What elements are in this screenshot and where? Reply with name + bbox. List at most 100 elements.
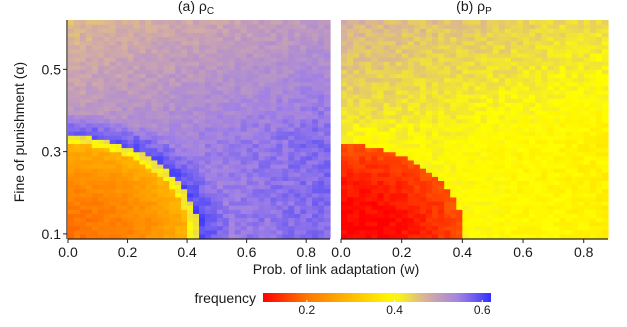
heatmap-cell [407,20,415,25]
heatmap-cell [589,28,597,33]
heatmap-cell [595,221,603,227]
heatmap-cell [462,159,470,165]
heatmap-cell [504,143,512,149]
heatmap-cell [187,20,194,25]
heatmap-cell [228,200,236,206]
heatmap-cell [258,36,266,42]
heatmap-cell [577,139,585,144]
heatmap-cell [204,196,212,202]
heatmap-cell [601,48,609,54]
heatmap-cell [300,196,307,202]
heatmap-cell [300,143,307,149]
heatmap-cell [510,139,518,144]
heatmap-cell [127,36,135,42]
heatmap-cell [523,217,530,223]
heatmap-cell [389,52,397,58]
heatmap-cell [234,221,242,227]
heatmap-cell [583,24,591,29]
heatmap-cell [139,139,146,144]
heatmap-cell [462,172,470,177]
heatmap-cell [294,57,301,62]
heatmap-cell [324,52,331,58]
heatmap-cell [300,225,307,231]
heatmap-cell [145,192,152,198]
heatmap-cell [210,159,218,165]
heatmap-cell [401,180,409,186]
heatmap-cell [456,163,463,169]
heatmap-cell [97,24,105,29]
heatmap-cell [462,24,470,29]
heatmap-cell [234,85,242,91]
heatmap-cell [193,159,200,165]
heatmap-cell [450,147,457,153]
heatmap-cell [204,184,212,190]
heatmap-cell [91,159,99,165]
heatmap-cell [103,225,111,231]
heatmap-cell [347,221,354,227]
heatmap-cell [199,233,206,239]
heatmap-cell [139,221,146,227]
heatmap-cell [288,98,295,103]
heatmap-cell [318,196,325,202]
heatmap-cell [480,20,488,25]
heatmap-cell [541,233,548,239]
heatmap-cell [306,217,313,223]
heatmap-cell [498,57,506,62]
heatmap-cell [425,69,433,75]
heatmap-cell [133,36,141,42]
heatmap-cell [419,192,427,198]
heatmap-cell [246,94,254,99]
heatmap-cell [103,139,111,144]
heatmap-cell [312,143,319,149]
heatmap-cell [510,24,518,29]
heatmap-cell [91,168,99,173]
heatmap-cell [438,106,445,112]
heatmap-cell [389,36,397,42]
heatmap-cell [444,61,451,66]
heatmap-cell [121,89,129,95]
heatmap-cell [371,73,379,79]
heatmap-cell [157,73,164,79]
heatmap-cell [163,81,170,87]
heatmap-cell [347,184,354,190]
heatmap-cell [91,61,99,66]
heatmap-cell [91,28,99,33]
heatmap-cell [163,73,170,79]
heatmap-cell [504,151,512,157]
heatmap-cell [157,209,164,214]
heatmap-cell [486,188,494,194]
heatmap-cell [127,159,135,165]
heatmap-cell [127,143,135,149]
heatmap-cell [438,176,445,182]
heatmap-cell [85,106,93,112]
heatmap-cell [175,94,182,99]
heatmap-cell [444,36,451,42]
heatmap-cell [270,102,277,107]
heatmap-cell [133,196,141,202]
heatmap-cell [347,168,354,173]
heatmap-cell [456,139,463,144]
heatmap-cell [234,28,242,33]
heatmap-cell [601,192,609,198]
heatmap-cell [401,24,409,29]
heatmap-cell [523,126,530,132]
heatmap-cell [504,184,512,190]
heatmap-cell [187,81,194,87]
heatmap-cell [288,200,295,206]
heatmap-cell [492,135,500,140]
heatmap-cell [341,159,348,165]
heatmap-cell [365,168,372,173]
heatmap-cell [535,110,542,116]
heatmap-cell [210,114,218,120]
heatmap-cell [425,139,433,144]
heatmap-cell [425,52,433,58]
heatmap-cell [432,131,439,136]
heatmap-cell [187,24,194,29]
heatmap-cell [504,94,512,99]
heatmap-cell [341,98,348,103]
heatmap-cell [73,114,81,120]
heatmap-cell [589,57,597,62]
heatmap-cell [228,131,236,136]
heatmap-cell [318,69,325,75]
heatmap-cell [145,217,152,223]
